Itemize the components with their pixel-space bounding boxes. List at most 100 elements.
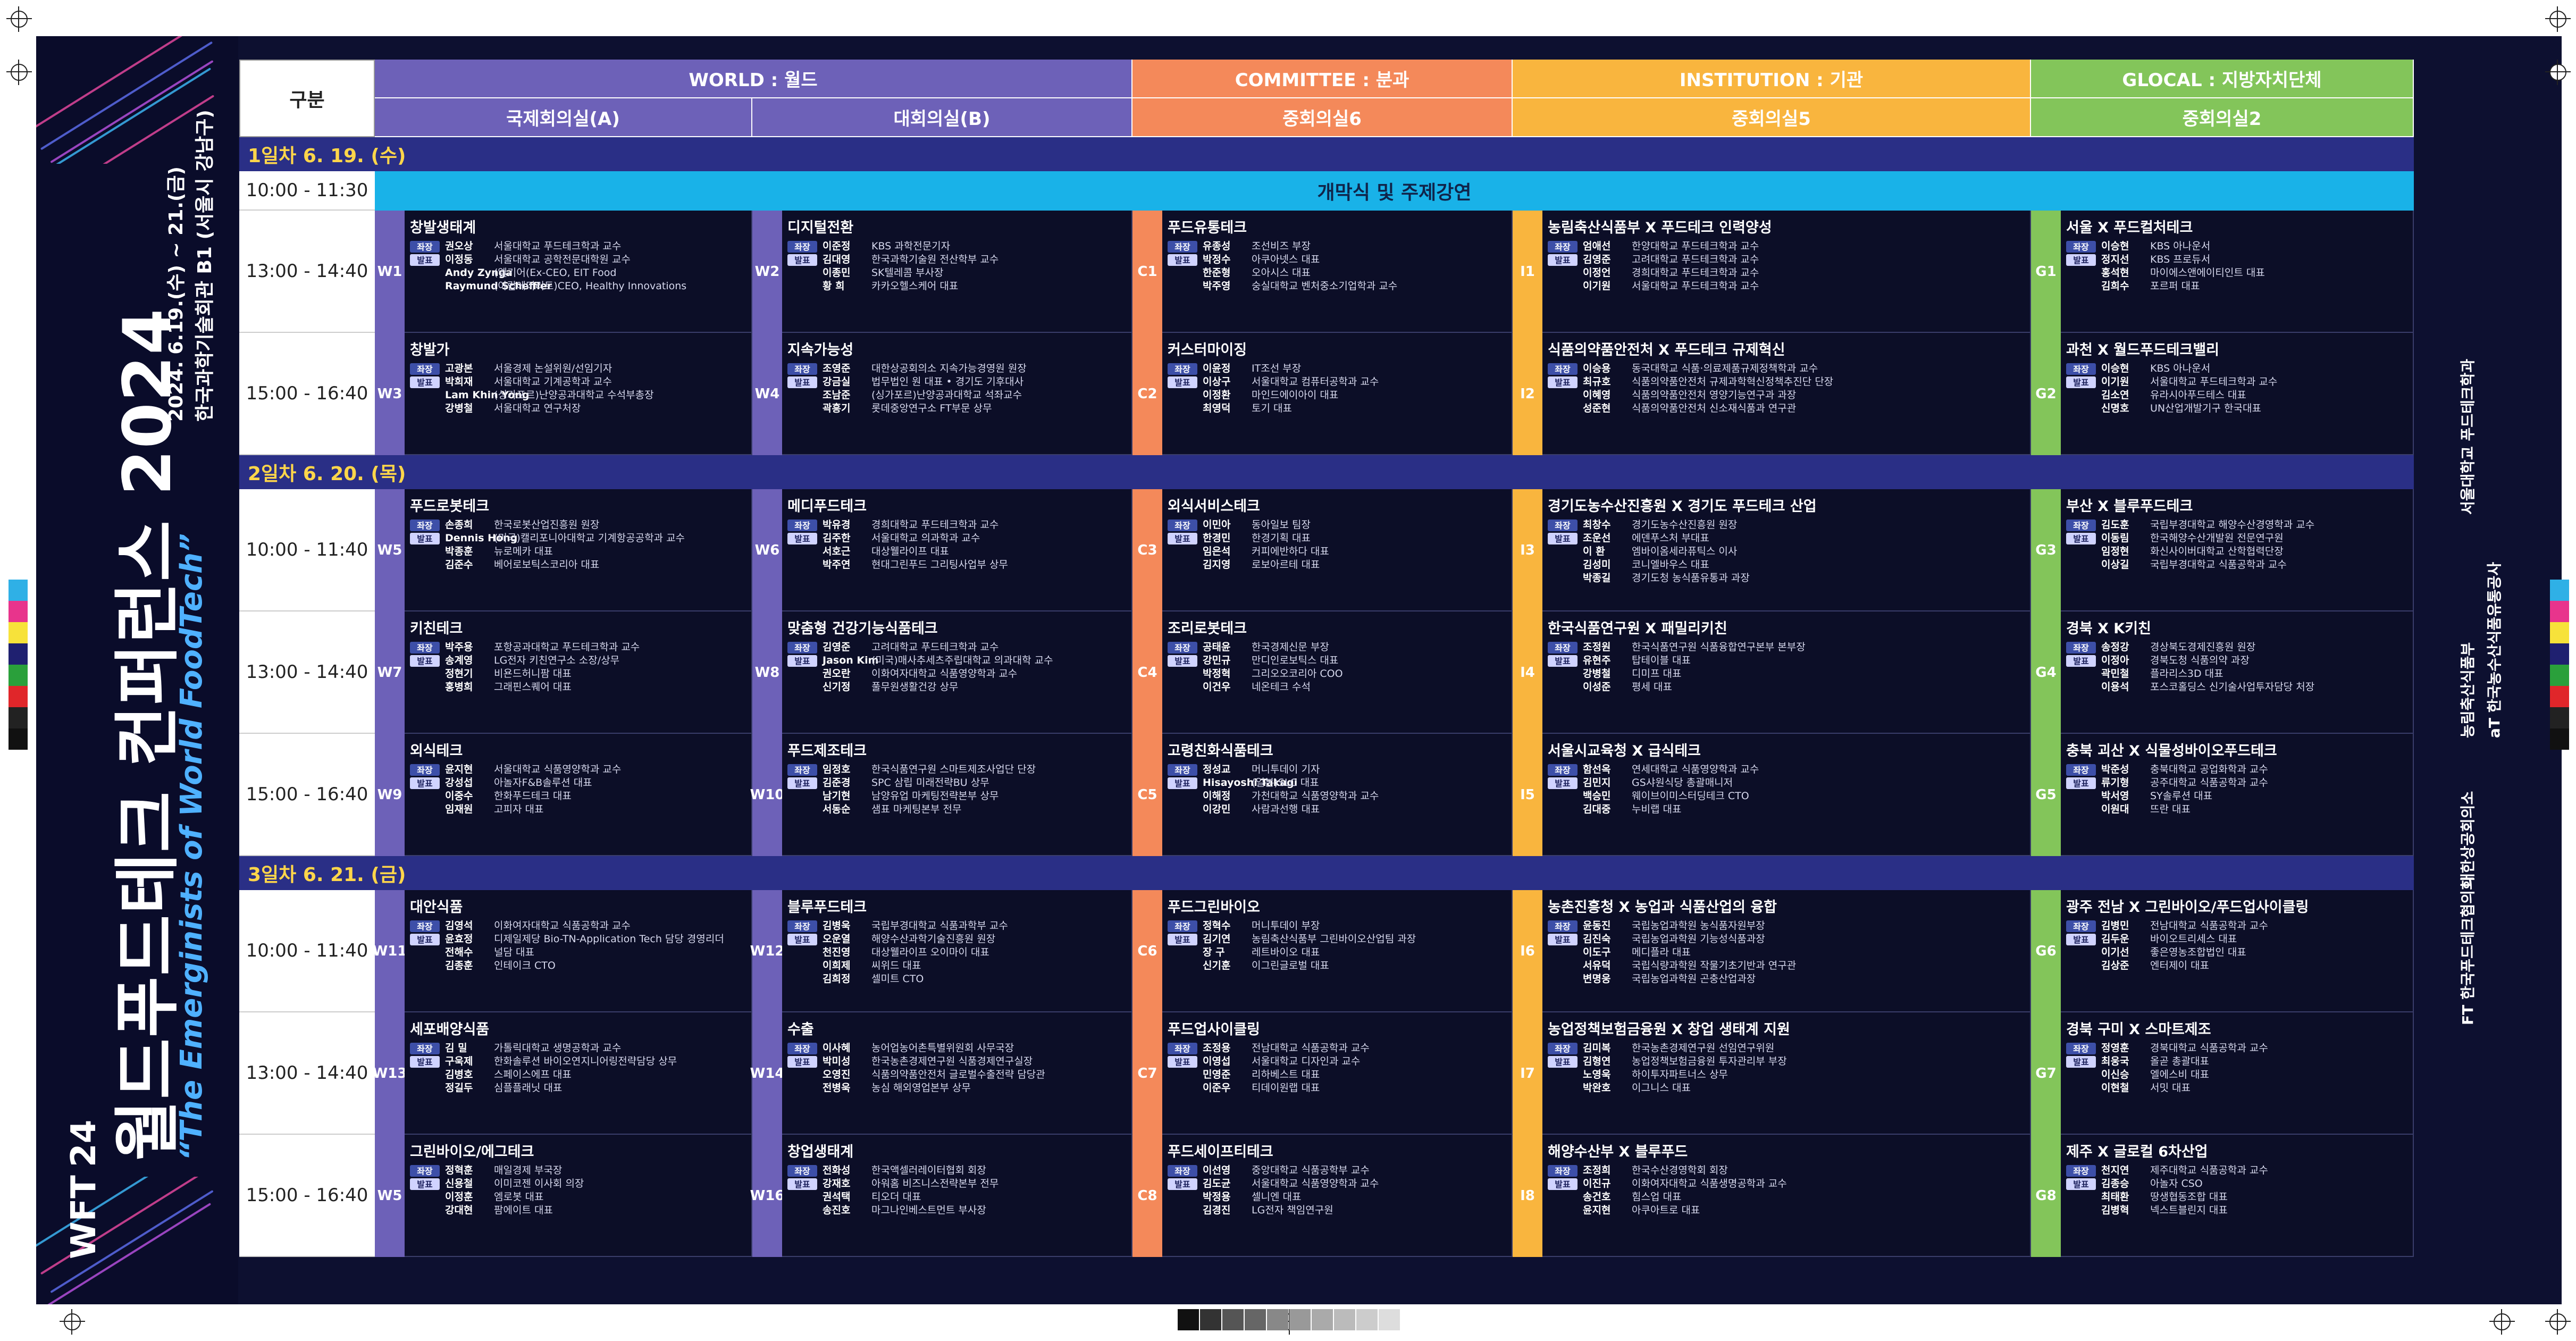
session-code: W5 — [375, 489, 405, 611]
color-calibration-swatch — [9, 686, 28, 707]
speaker-row: 발표 이영섭 서울대학교 디자인과 교수 — [1168, 1055, 1506, 1068]
session-title: 제주 X 글로컬 6차산업 — [2066, 1144, 2208, 1160]
role-badge — [2066, 281, 2096, 292]
speaker-name: 권석택 — [823, 1191, 851, 1203]
speaker-row: 이종민 SK텔레콤 부사장 — [787, 266, 1126, 280]
speaker-row: 이원대 뜨란 대표 — [2066, 803, 2407, 816]
speaker-name: 조남준 — [823, 389, 851, 401]
speaker-row: 전병욱 농심 해외영업본부 상무 — [787, 1082, 1126, 1095]
session-card: 외식테크 좌장 윤지현 서울대학교 식품영양학과 교수 발표 강성섭 아놀자F&B솔루션 대… — [405, 734, 752, 856]
session-code: C2 — [1132, 333, 1162, 455]
speaker-name: 이정훈 — [445, 1191, 473, 1203]
session-code: C1 — [1132, 211, 1162, 333]
speaker-name: 권오란 — [823, 668, 851, 680]
speaker-name: 김소연 — [2101, 389, 2129, 401]
speaker-affiliation: 마인드에이아이 대표 — [1252, 389, 1339, 401]
role-badge — [410, 1069, 440, 1081]
speaker-affiliation: 에덴푸스처 부대표 — [1632, 532, 1709, 544]
color-calibration-swatch — [9, 601, 28, 622]
speaker-row: 황 희 카카오헬스케어 대표 — [787, 280, 1126, 293]
speaker-affiliation: 서밋 대표 — [2150, 1082, 2191, 1094]
speaker-name: 최태환 — [2101, 1191, 2129, 1203]
speaker-affiliation: 이그니스 대표 — [1632, 1082, 1691, 1094]
speaker-affiliation: 셀미트 CTO — [871, 973, 924, 985]
speaker-affiliation: 서울대학교 연구처장 — [494, 403, 581, 414]
session-title: 그린바이오/에그테크 — [410, 1144, 534, 1160]
speaker-affiliation: 서울대학교 컴퓨터공학과 교수 — [1252, 376, 1379, 388]
role-badge: 좌장 — [2066, 642, 2096, 653]
speaker-affiliation: IT조선 부장 — [1252, 363, 1302, 374]
speaker-affiliation: 경기도청 농식품유통과 과장 — [1632, 572, 1750, 584]
speaker-affiliation: 마그나인베스트먼트 부사장 — [871, 1204, 986, 1216]
speaker-affiliation: 누비랩 대표 — [1632, 803, 1682, 815]
speaker-row: 좌장 윤동진 국립농업과학원 농식품자원부장 — [1548, 919, 2025, 933]
speaker-name: 조정희 — [1583, 1164, 1611, 1176]
role-badge — [1548, 546, 1578, 558]
role-badge: 발표 — [1168, 376, 1197, 388]
session-code: C5 — [1132, 734, 1162, 856]
speaker-row: 좌장 이선영 중앙대학교 식품공학부 교수 — [1168, 1164, 1506, 1177]
color-calibration-swatch — [2550, 580, 2569, 601]
role-badge — [1548, 791, 1578, 802]
speaker-name: 김두운 — [2101, 933, 2129, 945]
speaker-affiliation: 오아시스 대표 — [1252, 267, 1311, 279]
role-badge: 좌장 — [1548, 519, 1578, 531]
session-title: 과천 X 월드푸드테크밸리 — [2066, 342, 2220, 358]
session-title: 조리로봇테크 — [1168, 621, 1247, 637]
speaker-row: 발표 최웅국 올곧 총괄대표 — [2066, 1055, 2407, 1068]
role-badge: 좌장 — [787, 920, 817, 932]
time-cell: 15:00 - 16:40 — [239, 734, 375, 856]
role-badge: 발표 — [1548, 934, 1578, 945]
role-badge: 좌장 — [410, 519, 440, 531]
speaker-name: Hisayoshi Takagi — [1203, 777, 1298, 789]
speaker-name: 김종훈 — [445, 960, 473, 971]
speaker-affiliation: 법무법인 원 대표 • 경기도 기후대사 — [871, 376, 1024, 388]
speaker-row: 송진호 마그나인베스트먼트 부사장 — [787, 1204, 1126, 1217]
speaker-row: 윤지현 아쿠아트로 대표 — [1548, 1204, 2025, 1217]
speaker-row: 발표 강금실 법무법인 원 대표 • 경기도 기후대사 — [787, 375, 1126, 389]
session-title: 경북 구미 X 스마트제조 — [2066, 1021, 2211, 1038]
speaker-affiliation: 국립부경대학교 해양수산경영학과 교수 — [2150, 519, 2315, 531]
session-title: 외식서비스테크 — [1168, 498, 1260, 515]
speaker-row: 권오란 이화여자대학교 식품영양학과 교수 — [787, 667, 1126, 681]
speaker-affiliation: 베어로보틱스코리아 대표 — [494, 559, 600, 571]
gray-calibration-swatch — [1356, 1309, 1378, 1330]
session-card: 푸드그린바이오 좌장 정혁수 머니투데이 부장 발표 김기연 농림축산식품부 그린바이오산업… — [1162, 890, 1513, 1012]
session-card: 세포배양식품 좌장 김 밀 가톨릭대학교 생명공학과 교수 발표 구욱제 한화솔루션 바이오… — [405, 1012, 752, 1135]
speaker-row: 발표 김기연 농림축산식품부 그린바이오산업팀 과장 — [1168, 933, 1506, 946]
session-card: 푸드유통테크 좌장 유종성 조선비즈 부장 발표 박정수 아쿠아넷스 대표 한준형 오아시스 대… — [1162, 211, 1513, 333]
role-badge — [2066, 947, 2096, 959]
speaker-row: 이 환 엠바이옴세라퓨틱스 이사 — [1548, 545, 2025, 558]
session-code: W4 — [752, 333, 782, 455]
speaker-affiliation: 연세대학교 식품영양학과 교수 — [1632, 764, 1759, 775]
speaker-affiliation: 네온테크 수석 — [1252, 681, 1311, 693]
session-code: G8 — [2031, 1135, 2061, 1257]
speaker-affiliation: 국립농업과학원 농식품자원부장 — [1632, 920, 1765, 932]
speaker-name: 정영훈 — [2101, 1042, 2129, 1054]
role-badge: 발표 — [410, 1178, 440, 1190]
speaker-affiliation: SK텔레콤 부사장 — [871, 267, 944, 279]
speaker-row: 이기선 좋은영농조합법인 대표 — [2066, 946, 2407, 959]
session-card: 조리로봇테크 좌장 공태윤 한국경제신문 부장 발표 강민규 만디인로보틱스 대표 박정혁 그리… — [1162, 611, 1513, 734]
speaker-name: 박주연 — [823, 559, 851, 571]
speaker-row: 이용석 포스코홀딩스 신기술사업투자담당 처장 — [2066, 681, 2407, 694]
speaker-row: 좌장 김병욱 국립부경대학교 식품과학부 교수 — [787, 919, 1126, 933]
session-title: 경기도농수산진흥원 X 경기도 푸드테크 산업 — [1548, 498, 1817, 515]
speaker-row: 이정언 경희대학교 푸드테크학과 교수 — [1548, 266, 2025, 280]
speaker-row: 이도구 메디플라 대표 — [1548, 946, 2025, 959]
speaker-affiliation: 포항공과대학교 푸드테크학과 교수 — [494, 641, 640, 653]
speaker-name: 서동순 — [823, 803, 851, 815]
speaker-row: 김성미 코니엘바우스 대표 — [1548, 558, 2025, 572]
session-card: 창발생태계 좌장 권오상 서울대학교 푸드테크학과 교수 발표 이정동 서울대학교 공학전문… — [405, 211, 752, 333]
speaker-affiliation: 서울대학교 디자인과 교수 — [1252, 1055, 1361, 1067]
speaker-name: 김도훈 — [2101, 519, 2129, 531]
session-title: 푸드그린바이오 — [1168, 899, 1260, 916]
speaker-row: 신기훈 이그린글로벌 대표 — [1168, 959, 1506, 973]
session-code: W13 — [373, 1012, 407, 1135]
session-code: W5 — [375, 1135, 405, 1257]
role-badge — [1548, 1069, 1578, 1081]
role-badge — [787, 1192, 817, 1203]
speaker-affiliation: 농업정책보험금융원 투자관리부 부장 — [1632, 1055, 1787, 1067]
speaker-affiliation: 경희대학교 푸드테크학과 교수 — [871, 519, 999, 531]
role-badge — [410, 668, 440, 680]
